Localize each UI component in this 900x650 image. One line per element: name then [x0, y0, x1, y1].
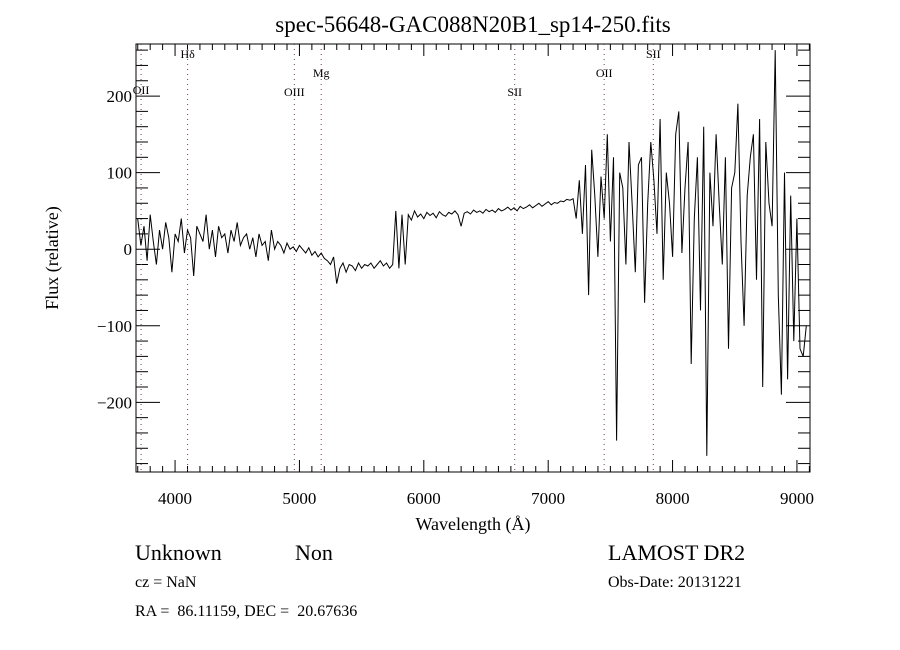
coordinates: RA = 86.11159, DEC = 20.67636: [135, 603, 358, 620]
axis-ticks: [136, 44, 810, 472]
y-tick-label: −200: [97, 393, 132, 412]
x-tick-label: 5000: [282, 489, 316, 508]
y-tick-label: −100: [97, 317, 132, 336]
y-tick-label: 0: [124, 240, 133, 259]
line-marker-label: OII: [133, 83, 150, 97]
x-tick-label: 6000: [407, 489, 441, 508]
object-class: Unknown: [135, 540, 222, 565]
spectrum-line: [137, 50, 807, 456]
chart-title: spec-56648-GAC088N20B1_sp14-250.fits: [275, 12, 670, 37]
redshift-cz: cz = NaN: [135, 574, 197, 591]
x-tick-label: 8000: [656, 489, 690, 508]
x-tick-label: 9000: [780, 489, 814, 508]
line-marker-label: OIII: [284, 85, 305, 99]
object-subclass: Non: [295, 540, 333, 565]
plot-frame: [135, 43, 811, 473]
survey-name: LAMOST DR2: [608, 540, 746, 565]
y-tick-label: 100: [107, 164, 133, 183]
line-marker-label: Hδ: [180, 47, 195, 61]
x-tick-label: 4000: [158, 489, 192, 508]
x-tick-label: 7000: [531, 489, 565, 508]
line-marker-label: OII: [596, 66, 613, 80]
y-tick-labels: −200 −100 0 100 200: [97, 87, 132, 412]
line-marker-label: SII: [646, 47, 661, 61]
y-axis-label: Flux (relative): [42, 206, 63, 309]
line-marker-label: Mg: [313, 66, 330, 80]
x-tick-labels: 4000 5000 6000 7000 8000 9000: [158, 489, 814, 508]
line-marker-label: SII: [507, 85, 522, 99]
line-markers: OII Hδ OIII Mg SII OII SII: [133, 44, 661, 472]
x-axis-label: Wavelength (Å): [415, 514, 530, 535]
obs-date: Obs-Date: 20131221: [608, 574, 742, 591]
y-tick-label: 200: [107, 87, 133, 106]
